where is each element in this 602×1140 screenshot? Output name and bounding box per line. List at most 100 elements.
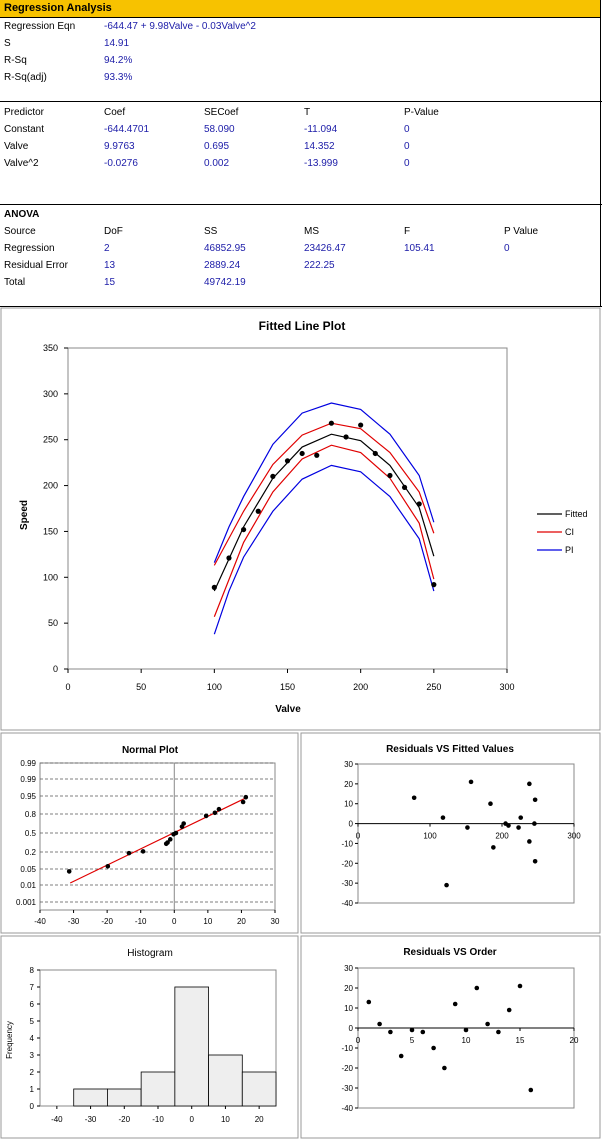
anova-header: F — [404, 226, 411, 237]
data-point — [465, 825, 470, 830]
anova-cell: 105.41 — [404, 243, 435, 254]
y-tick-label: 0.05 — [20, 865, 36, 874]
data-point — [126, 850, 132, 856]
data-point — [527, 839, 532, 844]
y-tick-label: 50 — [48, 618, 58, 628]
y-tick-label: 20 — [344, 780, 353, 789]
data-point — [314, 452, 320, 458]
plot-area — [39, 762, 276, 911]
anova-cell: 2 — [104, 243, 110, 254]
plot-area — [67, 347, 508, 670]
data-point — [401, 484, 408, 491]
anova-cell: 2889.24 — [204, 260, 241, 271]
section-divider — [0, 204, 602, 205]
data-point — [140, 849, 146, 854]
summary-value: -644.47 + 9.98Valve - 0.03Valve^2 — [104, 21, 256, 32]
data-point — [284, 458, 291, 464]
coef-cell: Constant — [4, 124, 45, 135]
data-point — [431, 1045, 436, 1051]
coef-cell: 0 — [404, 141, 410, 152]
coef-cell: -11.094 — [304, 124, 338, 135]
coef-header: SECoef — [204, 107, 239, 118]
data-point — [468, 779, 474, 785]
x-tick-label: 0 — [65, 682, 70, 692]
data-point — [66, 869, 72, 874]
y-tick-label: 10 — [344, 1004, 353, 1013]
data-point — [474, 985, 480, 991]
x-tick-label: 20 — [237, 917, 246, 926]
chart-title: Residuals VS Fitted Values — [386, 744, 514, 755]
anova-cell: 0 — [504, 243, 510, 254]
coef-cell: 9.9763 — [104, 141, 135, 152]
y-tick-label: 0 — [30, 1102, 35, 1111]
coef-header: Predictor — [4, 107, 45, 118]
coef-header: P-Value — [404, 107, 439, 118]
data-point — [440, 815, 446, 820]
x-tick-label: 50 — [136, 682, 146, 692]
y-tick-label: -10 — [341, 839, 353, 848]
data-point — [387, 472, 393, 479]
anova-cell: Residual Error — [4, 260, 68, 271]
data-point — [411, 795, 417, 801]
y-tick-label: -10 — [341, 1044, 353, 1053]
data-point — [452, 1001, 458, 1007]
data-point — [181, 821, 186, 826]
x-tick-label: 20 — [570, 1036, 579, 1045]
series-line-fitted — [213, 433, 435, 592]
histogram-bar — [107, 1088, 142, 1107]
summary-value: 94.2% — [104, 55, 133, 66]
anova-cell: Total — [4, 277, 26, 288]
data-point — [532, 797, 538, 803]
coef-cell: 14.352 — [304, 141, 335, 152]
histogram-bar — [174, 986, 209, 1107]
data-point — [518, 815, 524, 820]
y-tick-label: 4 — [30, 1034, 35, 1043]
legend-label: Fitted — [565, 509, 588, 519]
data-point — [366, 999, 372, 1005]
y-tick-label: 8 — [30, 966, 35, 975]
series-line-ci — [213, 444, 435, 617]
data-point — [167, 837, 173, 842]
coef-cell: Valve^2 — [4, 158, 39, 169]
x-tick-label: 20 — [255, 1115, 264, 1124]
data-point — [528, 1087, 534, 1093]
legend-label: PI — [565, 545, 574, 555]
x-tick-label: 0 — [189, 1115, 194, 1124]
x-tick-label: 200 — [495, 832, 509, 841]
y-tick-label: 7 — [30, 983, 35, 992]
x-tick-label: -40 — [51, 1115, 63, 1124]
x-tick-label: -30 — [85, 1115, 97, 1124]
data-point — [532, 821, 537, 826]
plot-area — [357, 967, 575, 1109]
x-tick-label: -10 — [135, 917, 147, 926]
data-point — [299, 450, 305, 457]
coef-header: Coef — [104, 107, 126, 118]
data-point — [226, 555, 232, 561]
anova-cell: 15 — [104, 277, 116, 288]
summary-label: Regression Eqn — [4, 21, 76, 32]
summary-value: 93.3% — [104, 72, 133, 83]
x-tick-label: -20 — [101, 917, 113, 926]
coef-cell: Valve — [4, 141, 29, 152]
data-point — [517, 983, 523, 989]
histogram-bar — [208, 1054, 243, 1107]
y-tick-label: 0.99 — [20, 759, 36, 768]
y-tick-label: 0 — [349, 1024, 354, 1033]
chart-title: Histogram — [127, 948, 173, 959]
x-axis-label: Valve — [275, 704, 301, 715]
report-title: Regression Analysis — [4, 2, 112, 14]
chart-title: Normal Plot — [122, 745, 179, 756]
x-tick-label: -20 — [119, 1115, 131, 1124]
anova-cell: Regression — [4, 243, 55, 254]
data-point — [212, 810, 218, 816]
data-point — [431, 582, 437, 588]
x-tick-label: 100 — [207, 682, 222, 692]
coef-cell: 0.002 — [204, 158, 230, 169]
data-point — [532, 859, 538, 864]
report-header: Regression Analysis — [0, 0, 601, 18]
x-tick-label: 10 — [203, 917, 212, 926]
x-tick-label: 0 — [356, 1036, 361, 1045]
series-line-pi — [213, 464, 435, 635]
table-right-border — [600, 0, 601, 307]
y-tick-label: 250 — [43, 435, 58, 445]
